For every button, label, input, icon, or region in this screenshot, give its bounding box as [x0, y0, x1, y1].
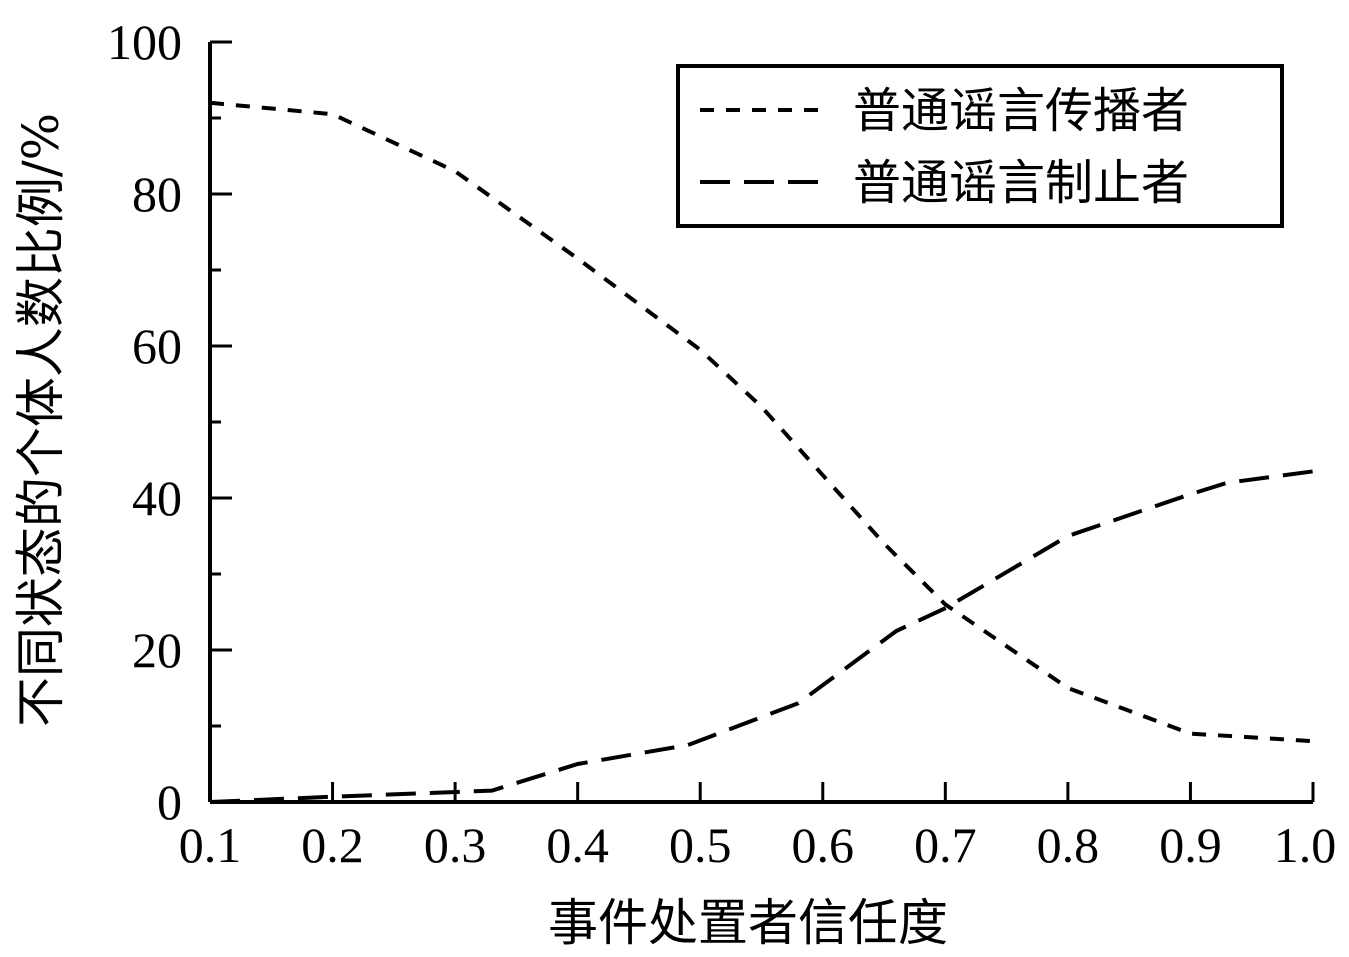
y-tick-label: 0	[157, 774, 182, 830]
legend-label-2: 普通谣言制止者	[853, 155, 1189, 211]
x-tick-label: 0.5	[669, 817, 732, 873]
x-axis-title: 事件处置者信任度	[548, 894, 948, 952]
y-tick-label: 100	[107, 14, 182, 70]
x-tick-label: 0.1	[179, 817, 242, 873]
series-line-2	[209, 469, 1314, 804]
y-axis-title: 不同状态的个体人数比例/%	[12, 113, 70, 727]
y-tick-label: 60	[132, 318, 182, 374]
x-tick-label: 0.9	[1159, 817, 1222, 873]
series-layer	[209, 100, 1314, 804]
series-line-1	[209, 100, 1314, 744]
x-tick-label: 0.4	[546, 817, 609, 873]
x-tick-label: 1.0	[1274, 817, 1337, 873]
legend-box	[676, 64, 1284, 228]
axes: 0 20 40 60 80 100 0.1 0.2 0.3 0.4 0.5 0.6 0.7 0.8 0.9 1…	[107, 14, 1336, 873]
y-tick-label: 40	[132, 470, 182, 526]
y-tick-label: 20	[132, 622, 182, 678]
x-tick-label: 0.6	[792, 817, 855, 873]
legend-label-1: 普通谣言传播者	[853, 83, 1189, 139]
x-tick-label: 0.3	[424, 817, 487, 873]
x-tick-label: 0.8	[1037, 817, 1100, 873]
x-tick-label: 0.2	[301, 817, 364, 873]
x-tick-label: 0.7	[914, 817, 977, 873]
y-tick-label: 80	[132, 166, 182, 222]
